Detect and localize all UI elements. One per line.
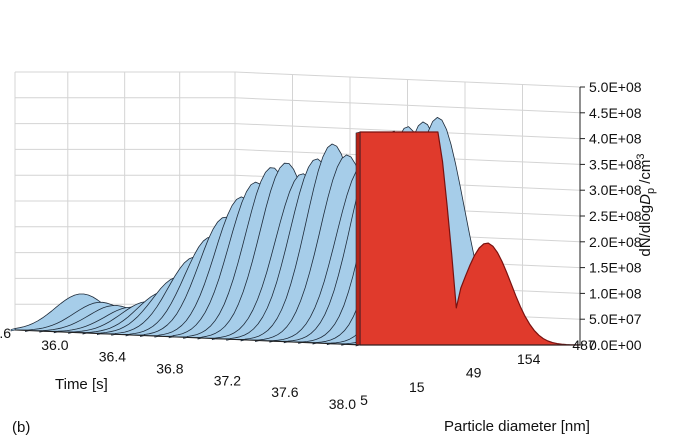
- series-slice-front: [359, 131, 581, 346]
- z-tick-label: 4.0E+08: [589, 131, 642, 147]
- time-axis-line: [14, 329, 361, 346]
- axis-layer: 0.0E+00 5.0E+07 1.0E+08 1.5E+08 2.0E+08 2.5E+…: [0, 79, 642, 412]
- series-layer: [10, 117, 581, 347]
- z-axis-title-part-b: D: [637, 194, 654, 205]
- z-tick-label: 3.5E+08: [589, 156, 642, 172]
- z-gridline: [15, 123, 581, 140]
- z-tick-label: 4.5E+08: [589, 105, 642, 121]
- z-gridline: [15, 148, 581, 165]
- series-slice-edge: [355, 131, 361, 347]
- diameter-tick-label: 5: [360, 392, 368, 408]
- z-axis-title-part-c: /cm: [637, 160, 654, 188]
- time-tick-label: 37.6: [271, 384, 298, 400]
- diameter-tick-label: 15: [409, 379, 425, 395]
- z-tick-label: 1.0E+08: [589, 285, 642, 301]
- diameter-tick-label: 487: [572, 337, 596, 353]
- z-tick-label: 3.0E+08: [589, 182, 642, 198]
- diameter-tick-label: 154: [517, 351, 541, 367]
- z-tick-label: 0.0E+00: [589, 337, 642, 353]
- z-tick-label: 2.0E+08: [589, 234, 642, 250]
- time-tick-label: 38.0: [329, 396, 356, 412]
- z-gridline: [15, 71, 581, 88]
- z-axis-title-sub: p: [645, 188, 657, 194]
- z-axis-title-part-a: dN/dlog: [637, 205, 654, 257]
- svg-text:dN/dlogDp /cm3: dN/dlogDp /cm3: [635, 153, 657, 256]
- z-axis-title: dN/dlogDp /cm3: [635, 153, 657, 256]
- time-tick-label: 36.4: [99, 349, 126, 365]
- time-tick-label: 35.6: [0, 325, 11, 341]
- time-tick-label: 36.8: [156, 361, 183, 377]
- time-tick-label: 36.0: [41, 337, 68, 353]
- time-tick-label: 37.2: [214, 372, 241, 388]
- z-tick-label: 1.5E+08: [589, 260, 642, 276]
- z-tick-label: 5.0E+07: [589, 311, 642, 327]
- z-tick-label: 2.5E+08: [589, 208, 642, 224]
- diameter-axis-title: Particle diameter [nm]: [444, 418, 590, 435]
- diameter-tick-label: 49: [466, 365, 482, 381]
- z-gridline: [15, 97, 581, 114]
- z-tick-label: 5.0E+08: [589, 79, 642, 95]
- series-slice-edge: [10, 328, 16, 332]
- time-axis-title: Time [s]: [55, 376, 108, 393]
- z-axis-title-sup: 3: [635, 153, 647, 159]
- panel-label: (b): [12, 419, 30, 436]
